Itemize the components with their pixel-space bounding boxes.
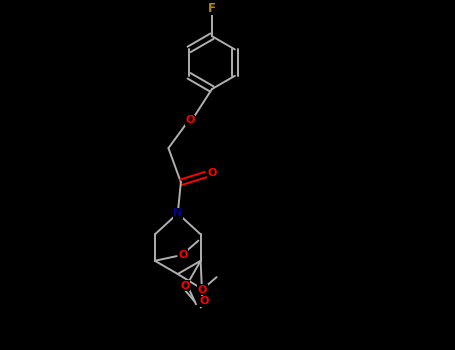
Text: F: F bbox=[208, 2, 216, 15]
Text: O: O bbox=[186, 115, 195, 125]
Text: O: O bbox=[181, 281, 190, 290]
Text: O: O bbox=[207, 168, 217, 178]
Text: N: N bbox=[173, 208, 182, 218]
Text: O: O bbox=[199, 296, 208, 306]
Text: O: O bbox=[178, 250, 187, 260]
Text: O: O bbox=[198, 285, 207, 295]
